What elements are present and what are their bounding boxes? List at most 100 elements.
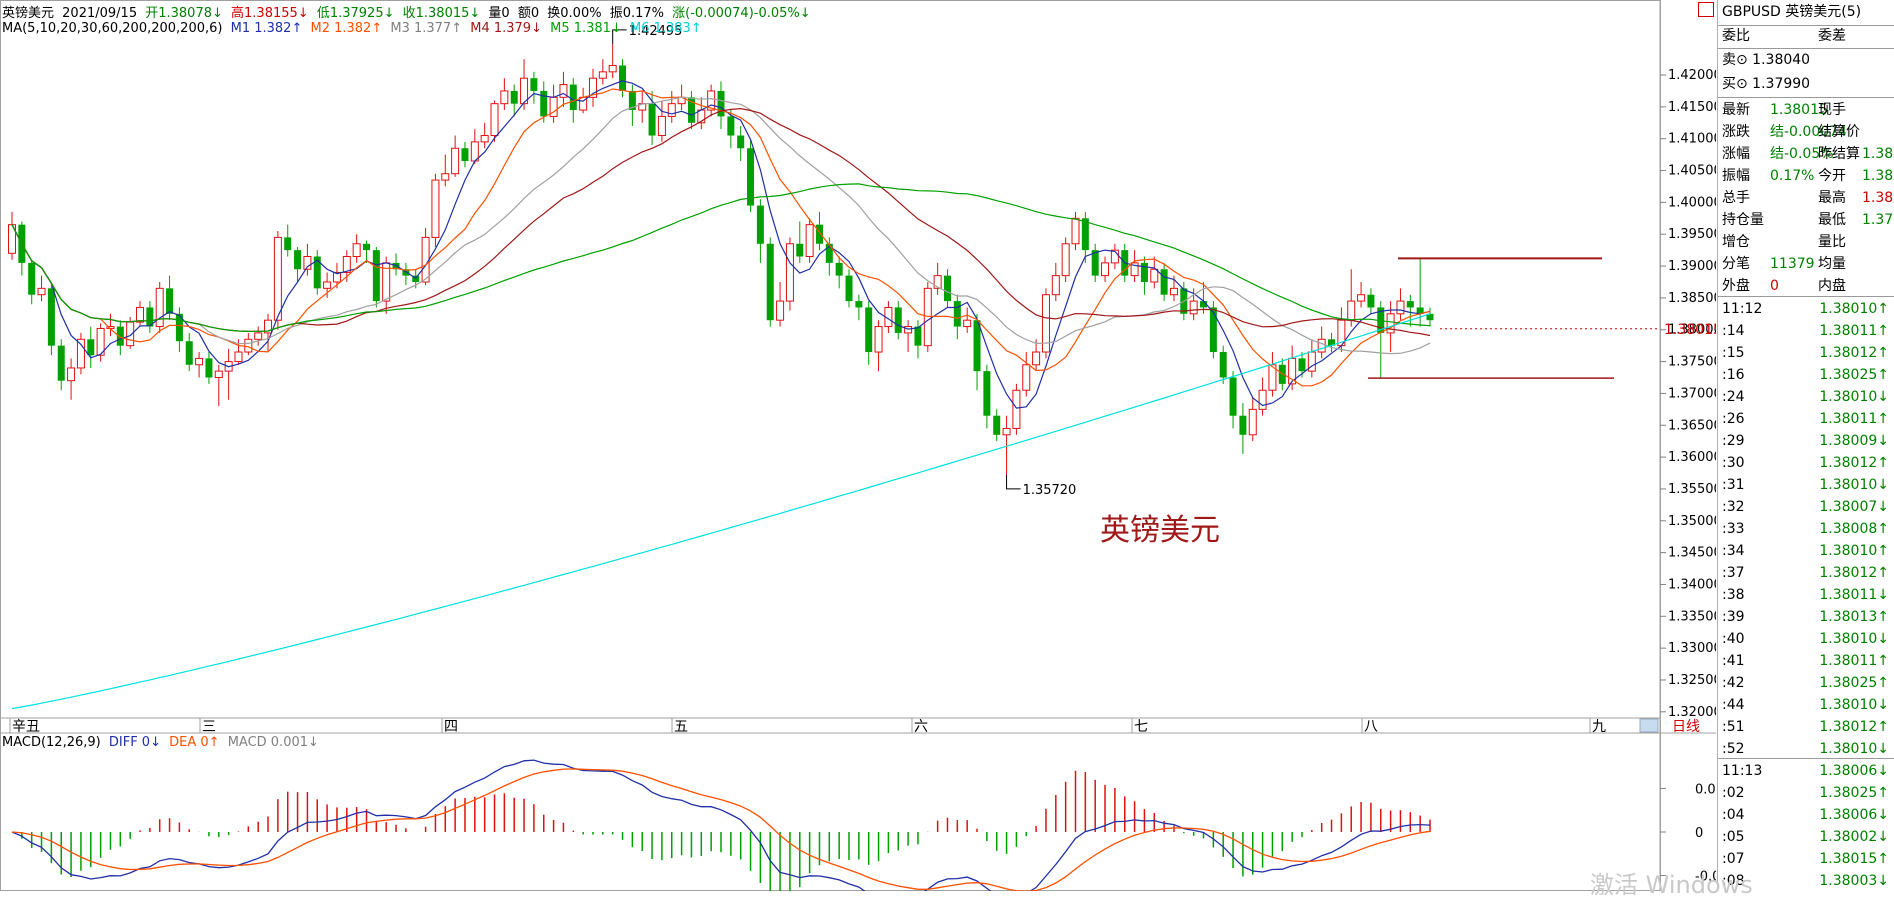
ma-m2: M2 1.382↑ [310,21,383,36]
candle-body [963,319,972,328]
candle-body [1209,307,1217,353]
kline-chart[interactable]: 1.42000 1.41500 1.41000 1.40500 1.40000 1.395… [0,0,1716,891]
candle-body [332,271,341,283]
tick-price: 1.38012↑ [1819,345,1889,361]
quote-date: 2021/09/15 [62,6,138,21]
candle-body [747,148,755,206]
candle-body [1386,313,1395,334]
tick-time: :15 [1722,345,1745,361]
candle-body [313,256,321,289]
tick-price: 1.38012↑ [1819,719,1889,735]
price-tick-label: 1.42000 [1668,68,1716,83]
candle-body [1416,307,1424,314]
tick-row: :33 1.38008↑ [1722,518,1889,540]
candle-body [461,148,469,161]
price-tick-label: 1.38000 [1668,323,1716,338]
tick-time: :02 [1722,785,1745,801]
tick-time: :41 [1722,653,1745,669]
stat-label: 今开 [1818,168,1846,184]
macd-tick-label: -0.005 [1695,870,1716,885]
price-tick-label: 1.35500 [1668,482,1716,497]
candle-body [540,90,548,117]
tick-price: 1.38025↑ [1819,367,1889,383]
tick-time: :52 [1722,741,1745,757]
stat-value: 1.379 [1862,212,1894,228]
candle-body [628,90,636,111]
candle-body [1317,338,1326,353]
candle-body [894,307,902,333]
tick-price: 1.38010↓ [1819,741,1889,757]
price-tick-label: 1.40000 [1668,195,1716,210]
tick-row: :42 1.38025↑ [1722,672,1889,694]
ma-m2-line [11,88,1431,387]
candle-body [166,288,174,314]
macd-dea: DEA 0↑ [169,735,220,750]
order-diff-label: 委差 [1818,28,1846,44]
x-axis-label: 六 [914,719,928,735]
stat-label: 最低 [1818,212,1846,228]
candle-body [234,351,243,363]
candle-body [825,243,833,263]
candle-body [1357,294,1366,302]
candle-body [185,341,193,365]
candle-body [1160,269,1168,295]
chart-frame [0,0,1661,891]
ma-m6: M6 1.383↑ [629,21,702,36]
candle-body [874,326,883,353]
buy-row: 买⊙ 1.37990 [1722,74,1894,95]
stat-value: 1.38015 [1770,102,1828,118]
candle-body [904,326,913,334]
ma-m6-line [11,313,1431,710]
tick-time: :26 [1722,411,1745,427]
candle-body [717,90,725,117]
macd-diff: DIFF 0↓ [108,735,161,750]
ma-m3-line [11,96,1431,355]
tick-price: 1.38013↑ [1819,609,1889,625]
stat-value: 11379 [1770,256,1815,272]
candle-body [1130,262,1139,277]
candle-body [1012,389,1021,429]
tick-time: :29 [1722,433,1745,449]
tick-price: 1.38015↑ [1819,851,1889,867]
x-axis-label: 九 [1592,719,1606,735]
stat-label: 最新 [1722,102,1750,118]
ma-m5: M5 1.381↓ [550,21,622,36]
candle-body [1426,313,1434,321]
tick-price: 1.38010↑ [1819,301,1889,317]
stat-row: 涨跌 结-0.00074 结算价 [1722,122,1894,143]
x-axis-label: 七 [1134,719,1148,735]
tick-row: :40 1.38010↓ [1722,628,1889,650]
watermark-text: 激活 Windows [1590,871,1753,899]
tick-time: :38 [1722,587,1745,603]
open-value: 开1.38078↓ [145,6,223,21]
sell-row: 卖⊙ 1.38040 [1722,50,1894,71]
stat-row: 外盘 0 内盘 [1722,276,1894,297]
panel-toggle-button[interactable] [1698,2,1714,17]
tick-row: :24 1.38010↓ [1722,386,1889,408]
tick-row: 11:12 1.38010↑ [1722,298,1889,320]
candle-body [1219,352,1227,378]
candle-body [431,179,440,238]
candle-body [1258,389,1267,410]
stat-label: 涨幅 [1722,146,1750,162]
candle-body [1140,262,1148,282]
tick-row: :02 1.38025↑ [1722,782,1889,804]
candle-body [865,307,873,353]
high-marker [612,29,627,44]
candle-body [8,224,16,254]
tick-row: :16 1.38025↑ [1722,364,1889,386]
price-tick-label: 1.34000 [1668,577,1716,592]
scroll-button [1639,718,1659,733]
tick-time: :32 [1722,499,1745,515]
tick-price: 1.38010↓ [1819,697,1889,713]
tick-row: :05 1.38002↓ [1722,826,1889,848]
candle-body [67,367,76,382]
candle-body [273,236,282,321]
tick-time: :04 [1722,807,1745,823]
candle-body [87,339,95,356]
candle-body [707,90,716,111]
candle-body [1051,275,1060,296]
tick-price: 1.38008↑ [1819,521,1889,537]
candle-body [727,116,735,136]
candle-body [805,224,814,258]
